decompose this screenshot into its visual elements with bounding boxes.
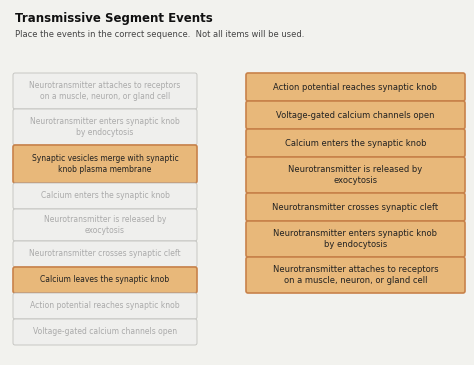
Text: Calcium leaves the synaptic knob: Calcium leaves the synaptic knob [40, 276, 170, 284]
Text: Transmissive Segment Events: Transmissive Segment Events [15, 12, 213, 25]
FancyBboxPatch shape [13, 267, 197, 293]
Text: Action potential reaches synaptic knob: Action potential reaches synaptic knob [273, 82, 438, 92]
FancyBboxPatch shape [246, 73, 465, 101]
Text: Neurotransmitter attaches to receptors
on a muscle, neuron, or gland cell: Neurotransmitter attaches to receptors o… [29, 81, 181, 101]
FancyBboxPatch shape [13, 293, 197, 319]
FancyBboxPatch shape [13, 209, 197, 241]
Text: Neurotransmitter enters synaptic knob
by endocytosis: Neurotransmitter enters synaptic knob by… [273, 229, 438, 249]
FancyBboxPatch shape [13, 145, 197, 183]
FancyBboxPatch shape [13, 109, 197, 145]
Text: Neurotransmitter attaches to receptors
on a muscle, neuron, or gland cell: Neurotransmitter attaches to receptors o… [273, 265, 438, 285]
Text: Voltage-gated calcium channels open: Voltage-gated calcium channels open [276, 111, 435, 119]
Text: Neurotransmitter crosses synaptic cleft: Neurotransmitter crosses synaptic cleft [273, 203, 438, 211]
FancyBboxPatch shape [13, 241, 197, 267]
Text: Action potential reaches synaptic knob: Action potential reaches synaptic knob [30, 301, 180, 311]
FancyBboxPatch shape [246, 129, 465, 157]
FancyBboxPatch shape [246, 257, 465, 293]
FancyBboxPatch shape [246, 193, 465, 221]
Text: Neurotransmitter enters synaptic knob
by endocytosis: Neurotransmitter enters synaptic knob by… [30, 117, 180, 137]
Text: Calcium enters the synaptic knob: Calcium enters the synaptic knob [285, 138, 426, 147]
FancyBboxPatch shape [13, 319, 197, 345]
FancyBboxPatch shape [13, 73, 197, 109]
FancyBboxPatch shape [246, 101, 465, 129]
Text: Neurotransmitter crosses synaptic cleft: Neurotransmitter crosses synaptic cleft [29, 250, 181, 258]
Text: Voltage-gated calcium channels open: Voltage-gated calcium channels open [33, 327, 177, 337]
FancyBboxPatch shape [13, 183, 197, 209]
FancyBboxPatch shape [246, 157, 465, 193]
Text: Neurotransmitter is released by
exocytosis: Neurotransmitter is released by exocytos… [44, 215, 166, 235]
Text: Synaptic vesicles merge with synaptic
knob plasma membrane: Synaptic vesicles merge with synaptic kn… [32, 154, 178, 174]
Text: Calcium enters the synaptic knob: Calcium enters the synaptic knob [41, 192, 169, 200]
Text: Neurotransmitter is released by
exocytosis: Neurotransmitter is released by exocytos… [288, 165, 423, 185]
FancyBboxPatch shape [246, 221, 465, 257]
Text: Place the events in the correct sequence.  Not all items will be used.: Place the events in the correct sequence… [15, 30, 304, 39]
